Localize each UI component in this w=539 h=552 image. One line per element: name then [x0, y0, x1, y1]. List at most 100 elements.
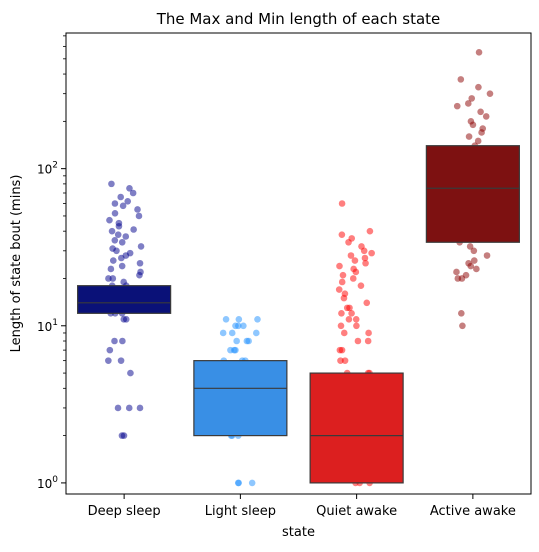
strip-point: [483, 252, 491, 259]
x-tick-label: Deep sleep: [88, 504, 161, 519]
strip-point: [458, 310, 465, 317]
strip-point: [107, 265, 115, 273]
strip-point: [122, 233, 130, 240]
box-1: [193, 360, 288, 437]
strip-point: [346, 304, 353, 312]
y-tick-label: 100: [37, 475, 58, 491]
strip-point: [254, 315, 261, 323]
strip-point: [235, 479, 242, 487]
x-axis-label: state: [282, 525, 315, 540]
strip-point: [108, 180, 115, 188]
strip-point: [358, 243, 365, 250]
strip-point: [129, 189, 137, 197]
x-tick-label: Active awake: [430, 504, 516, 519]
strip-point: [465, 100, 472, 107]
boxes: [77, 145, 520, 484]
strip-point: [111, 209, 119, 217]
strip-point: [105, 357, 112, 364]
y-axis: 100 101 102: [37, 35, 66, 491]
strip-point: [467, 118, 475, 125]
strip-point: [118, 262, 126, 270]
strip-point: [340, 329, 348, 337]
strip-point: [135, 212, 143, 220]
x-tick-label: Light sleep: [205, 504, 276, 519]
strip-point: [345, 315, 353, 323]
strip-point: [117, 193, 124, 201]
strip-point: [368, 249, 375, 257]
strip-point: [109, 245, 116, 252]
strip-point: [109, 257, 117, 264]
box-2: [309, 372, 404, 484]
strip-point: [352, 315, 360, 323]
strip-point: [111, 236, 119, 244]
y-axis-label: Length of state bout (mins): [9, 175, 24, 353]
strip-point: [479, 125, 487, 132]
strip-point: [366, 227, 374, 235]
strip-point: [336, 346, 344, 354]
strip-point: [335, 286, 343, 293]
strip-point: [125, 404, 133, 412]
strip-point: [248, 479, 256, 487]
strip-point: [119, 202, 127, 210]
strip-point: [337, 322, 345, 330]
strip-point: [459, 322, 466, 330]
strip-point: [119, 337, 126, 345]
plot-frame: [65, 32, 532, 495]
strip-point: [137, 243, 145, 250]
strip-point: [338, 200, 346, 207]
strip-point: [470, 247, 478, 255]
strip-point: [118, 238, 126, 246]
strip-point: [462, 271, 470, 279]
strip-point: [470, 257, 478, 264]
strip-point: [240, 322, 247, 330]
strip-point: [232, 346, 239, 354]
strip-point: [339, 271, 347, 279]
strip-point: [114, 231, 122, 238]
strip-point: [357, 282, 365, 289]
strip-point: [126, 184, 133, 192]
strip-point: [108, 227, 116, 235]
strip-point: [114, 404, 122, 412]
strip-point: [486, 90, 494, 97]
y-tick-label: 101: [37, 318, 58, 334]
strip-point: [235, 315, 243, 323]
strip-point: [127, 369, 134, 377]
strip-point: [117, 357, 125, 364]
strip-point: [354, 337, 362, 345]
strip-point: [341, 290, 349, 298]
y-tick-label: 102: [37, 161, 58, 177]
strip-point: [353, 322, 360, 330]
plot-background: [66, 33, 531, 494]
strip-point: [136, 404, 144, 412]
strip-point: [219, 329, 227, 337]
strip-point: [347, 252, 355, 259]
strip-point: [348, 235, 356, 242]
strip-point: [453, 268, 460, 276]
strip-point: [105, 275, 112, 282]
strip-point: [233, 337, 240, 345]
strip-point: [106, 216, 113, 224]
strip-point: [465, 133, 473, 140]
strip-point: [337, 357, 344, 364]
strip-point: [136, 259, 144, 267]
strip-point: [363, 299, 371, 307]
strip-point: [482, 113, 490, 120]
strip-point: [126, 249, 134, 257]
strip-point: [111, 200, 119, 207]
strip-point: [338, 278, 346, 286]
strip-point: [473, 265, 480, 273]
strip-point: [351, 257, 359, 264]
strip-point: [106, 346, 114, 354]
strip-point: [361, 254, 369, 262]
strip-point: [457, 76, 465, 83]
strip-point: [134, 206, 141, 213]
strip-point: [245, 337, 252, 345]
strip-point: [228, 329, 236, 337]
strip-point: [227, 346, 234, 354]
strip-point: [120, 278, 127, 286]
x-tick-label: Quiet awake: [316, 504, 397, 519]
box-0: [77, 285, 172, 314]
strip-point: [349, 275, 357, 282]
strip-point: [115, 219, 123, 227]
box-3: [425, 145, 520, 243]
